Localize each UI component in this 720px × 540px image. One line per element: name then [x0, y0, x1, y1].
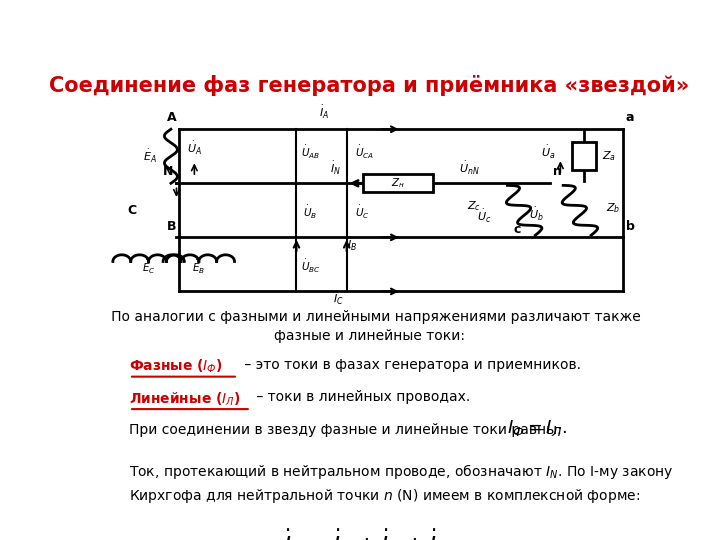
Bar [572, 143, 596, 170]
Text: При соединении в звезду фазные и линейные токи равны:: При соединении в звезду фазные и линейны… [129, 423, 562, 437]
Text: $\dot{U}_B$: $\dot{U}_B$ [303, 204, 318, 221]
Text: N: N [163, 165, 174, 178]
Text: – это токи в фазах генератора и приемников.: – это токи в фазах генератора и приемник… [240, 358, 580, 372]
Text: $\dot{I}_N=\dot{I}_A+\dot{I}_B+\dot{I}_C.$: $\dot{I}_N=\dot{I}_A+\dot{I}_B+\dot{I}_C… [283, 526, 455, 540]
Text: A: A [167, 111, 176, 124]
Text: $\dot{U}_c$: $\dot{U}_c$ [477, 208, 492, 225]
Text: B: B [167, 220, 176, 233]
Text: $\dot{I}_C$: $\dot{I}_C$ [333, 290, 343, 307]
Text: $Z_b$: $Z_b$ [606, 201, 621, 215]
Text: По аналогии с фазными и линейными напряжениями различают также
фазные и линейные: По аналогии с фазными и линейными напряж… [98, 310, 640, 342]
Text: $\dot{E}_C$: $\dot{E}_C$ [142, 259, 156, 275]
Text: Линейные ($\mathit{I}_Л$): Линейные ($\mathit{I}_Л$) [129, 390, 240, 407]
Text: b: b [626, 220, 634, 233]
Text: $\dot{U}_{AB}$: $\dot{U}_{AB}$ [301, 144, 320, 160]
Text: $\dot{U}_A$: $\dot{U}_A$ [186, 139, 202, 157]
Text: Соединение фаз генератора и приёмника «звездой»: Соединение фаз генератора и приёмника «з… [49, 75, 689, 96]
Text: – токи в линейных проводах.: – токи в линейных проводах. [253, 390, 471, 404]
Text: $\dot{U}_a$: $\dot{U}_a$ [541, 144, 556, 161]
Text: C: C [127, 204, 136, 217]
Text: $\dot{E}_A$: $\dot{E}_A$ [143, 148, 157, 165]
Text: $\dot{I}_N$: $\dot{I}_N$ [330, 160, 341, 177]
Text: $\dot{I}_A$: $\dot{I}_A$ [319, 104, 330, 120]
Text: Фазные ($\mathit{I}_Ф$): Фазные ($\mathit{I}_Ф$) [129, 358, 223, 375]
Text: $\dot{U}_{nN}$: $\dot{U}_{nN}$ [459, 160, 480, 177]
Text: n: n [553, 165, 562, 178]
Text: $\dot{U}_{CA}$: $\dot{U}_{CA}$ [355, 144, 374, 160]
Text: $Z_a$: $Z_a$ [602, 150, 616, 163]
Bar [364, 174, 433, 192]
Text: $\mathit{I}_Ф=\mathit{I}_Л.$: $\mathit{I}_Ф=\mathit{I}_Л.$ [506, 418, 567, 438]
Text: c: c [513, 223, 521, 236]
Text: a: a [626, 111, 634, 124]
Text: $\dot{U}_b$: $\dot{U}_b$ [529, 206, 544, 223]
Text: $\dot{I}_B$: $\dot{I}_B$ [347, 235, 357, 253]
Text: $Z_c$: $Z_c$ [467, 199, 481, 213]
Text: Ток, протекающий в нейтральном проводе, обозначают $I_N$. По I-му закону
Кирхгоф: Ток, протекающий в нейтральном проводе, … [129, 462, 673, 504]
Text: $\dot{U}_{BC}$: $\dot{U}_{BC}$ [300, 258, 320, 275]
Text: $Z_н$: $Z_н$ [392, 177, 405, 190]
Text: $\dot{E}_B$: $\dot{E}_B$ [192, 259, 205, 275]
Text: $\dot{U}_C$: $\dot{U}_C$ [355, 204, 370, 221]
